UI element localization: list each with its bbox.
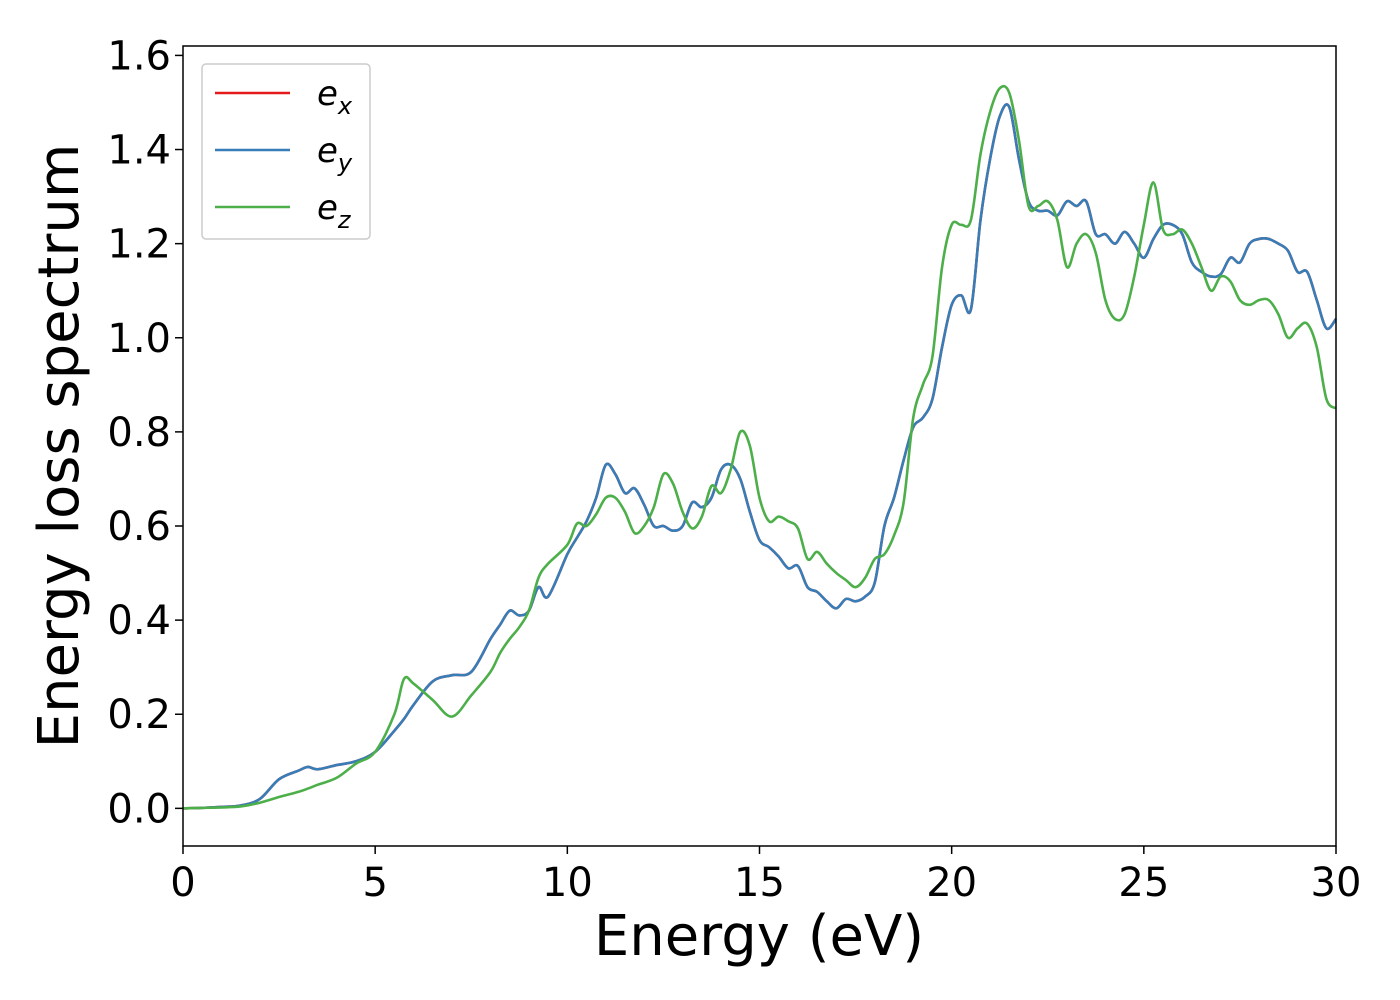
y-tick-label: 0.6 (107, 504, 171, 550)
plot-lines (182, 84, 1338, 810)
x-tick-label: 30 (1311, 860, 1362, 906)
y-tick-label: 0.2 (107, 692, 171, 738)
x-tick-label: 15 (734, 860, 785, 906)
y-tick-label: 0.4 (107, 598, 171, 644)
legend-box (201, 63, 371, 240)
y-axis-label: Energy loss spectrum (27, 144, 92, 749)
x-tick-label: 20 (926, 860, 977, 906)
x-tick-label: 0 (170, 860, 195, 906)
x-tick-label: 25 (1118, 860, 1169, 906)
x-axis: 0 5 10 15 20 25 30 (170, 846, 1361, 906)
y-tick-label: 1.6 (107, 33, 171, 79)
y-tick-label: 1.2 (107, 222, 171, 268)
x-tick-label: 5 (362, 860, 387, 906)
series-line-e-y (182, 103, 1338, 810)
y-axis: 0.0 0.2 0.4 0.6 0.8 1.0 1.2 1.4 1.6 (107, 33, 183, 832)
series-line-e-z (182, 84, 1337, 810)
x-tick-label: 10 (542, 860, 593, 906)
y-tick-label: 1.4 (107, 128, 171, 174)
y-tick-label: 0.0 (107, 786, 171, 832)
y-tick-label: 1.0 (107, 316, 171, 362)
y-tick-label: 0.8 (107, 410, 171, 456)
x-axis-label: Energy (eV) (594, 904, 924, 969)
